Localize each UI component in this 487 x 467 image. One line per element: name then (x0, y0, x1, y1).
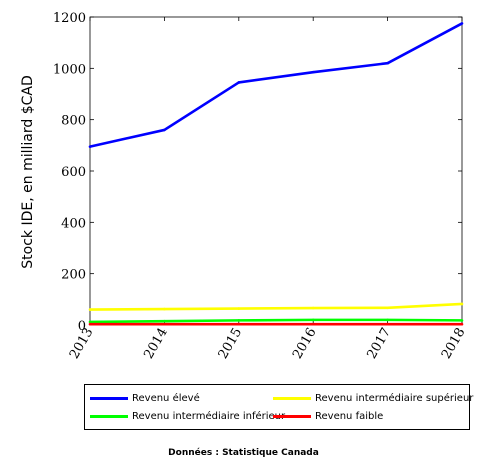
x-tick-label: 2014 (141, 326, 171, 362)
x-tick-label: 2018 (439, 326, 469, 362)
legend-item-revenu-eleve: Revenu élevé (90, 393, 200, 404)
data-point (237, 81, 241, 84)
data-point (88, 322, 92, 326)
data-point (88, 308, 92, 311)
data-point (311, 306, 315, 310)
plot-area: 0 200 400 600 800 1000 1200 2013 2014 2015 2016 201… (53, 11, 469, 362)
data-point (88, 320, 92, 324)
x-tick-label: 2017 (365, 326, 395, 362)
x-tick-label: 2013 (67, 326, 97, 362)
y-tick-label: 600 (61, 165, 86, 180)
legend-item-revenu-faible: Revenu faible (273, 411, 383, 422)
y-tick-label: 800 (61, 114, 86, 129)
data-point (386, 306, 389, 310)
legend-label: Revenu élevé (132, 393, 200, 404)
y-tick-label: 1200 (53, 11, 86, 26)
data-point (311, 70, 315, 74)
legend-label: Revenu faible (315, 411, 384, 422)
series-line-0 (89, 22, 463, 148)
legend-item-revenu-intermediaire-superieur: Revenu intermédiaire supérieur (273, 393, 473, 404)
legend-label: Revenu intermédiaire inférieur (132, 411, 286, 422)
data-point (386, 61, 389, 65)
data-point (311, 318, 315, 322)
x-tick-label: 2016 (290, 326, 320, 362)
data-point (460, 322, 464, 326)
legend: Revenu élevé Revenu intermédiaire supéri… (84, 384, 473, 430)
data-point (460, 22, 464, 25)
data-point (237, 322, 241, 326)
y-tick-label: 1000 (53, 62, 86, 77)
legend-swatch-yellow (273, 397, 311, 400)
y-tick-label: 200 (61, 268, 86, 283)
data-point (163, 128, 166, 132)
data-point (460, 302, 464, 306)
data-point (163, 307, 166, 311)
legend-swatch-green (90, 415, 128, 418)
legend-label: Revenu intermédiaire supérieur (315, 393, 474, 404)
y-axis-label: Stock IDE, en milliard $CAD (20, 75, 36, 268)
plot-frame (89, 16, 463, 326)
series-line-1 (89, 302, 463, 311)
legend-swatch-red (273, 415, 311, 418)
source-note: Données : Statistique Canada (168, 448, 319, 458)
x-tick-label: 2015 (216, 326, 246, 362)
data-point (237, 307, 241, 310)
data-point (163, 322, 166, 326)
data-point (460, 319, 464, 322)
data-point (163, 319, 166, 323)
data-point (386, 322, 389, 326)
legend-swatch-blue (90, 397, 128, 400)
data-point (88, 145, 92, 148)
data-point (237, 319, 241, 322)
y-tick-label: 0 (78, 319, 86, 334)
data-point (311, 322, 315, 326)
y-tick-label: 400 (61, 216, 86, 231)
series-line-2 (89, 318, 463, 324)
data-point (386, 318, 389, 322)
legend-item-revenu-intermediaire-inferieur: Revenu intermédiaire inférieur (90, 411, 285, 422)
